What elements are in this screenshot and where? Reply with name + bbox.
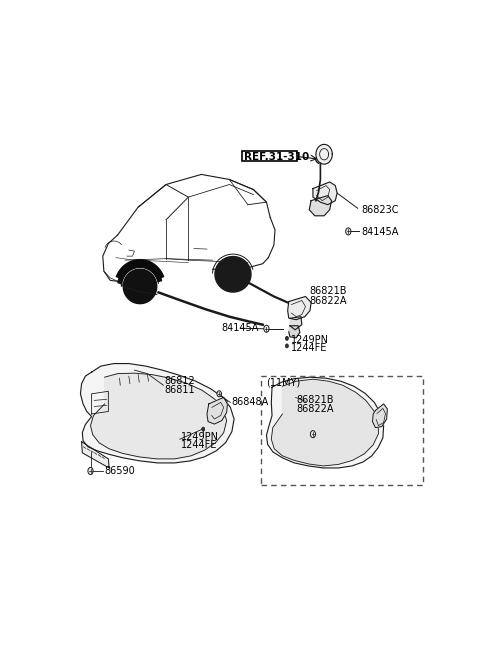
- Polygon shape: [118, 263, 162, 284]
- Polygon shape: [372, 404, 387, 428]
- Polygon shape: [290, 316, 302, 329]
- Polygon shape: [288, 297, 311, 320]
- Bar: [261, 376, 423, 485]
- Text: 86812: 86812: [164, 376, 195, 386]
- Text: 86811: 86811: [164, 384, 195, 395]
- Polygon shape: [215, 257, 251, 292]
- Text: 86821B: 86821B: [296, 396, 334, 405]
- Text: REF.31-310: REF.31-310: [244, 152, 310, 162]
- Polygon shape: [266, 377, 384, 468]
- Polygon shape: [123, 269, 156, 304]
- Polygon shape: [207, 398, 228, 424]
- Polygon shape: [81, 364, 234, 463]
- Text: 86821B: 86821B: [309, 286, 347, 297]
- Circle shape: [202, 427, 204, 431]
- Text: (11MY): (11MY): [266, 377, 300, 387]
- Text: 86848A: 86848A: [231, 398, 268, 407]
- Text: 1249PN: 1249PN: [181, 432, 219, 441]
- Polygon shape: [82, 441, 109, 468]
- Text: 84145A: 84145A: [222, 324, 259, 333]
- Polygon shape: [271, 379, 378, 466]
- Circle shape: [286, 336, 288, 341]
- Polygon shape: [91, 373, 227, 459]
- Circle shape: [311, 430, 315, 438]
- Text: 86590: 86590: [104, 466, 135, 476]
- Circle shape: [217, 391, 221, 397]
- Text: 1244FE: 1244FE: [181, 440, 217, 450]
- Circle shape: [264, 326, 269, 332]
- Text: 84145A: 84145A: [361, 227, 399, 237]
- Polygon shape: [316, 144, 332, 164]
- Text: 86823C: 86823C: [361, 205, 399, 215]
- Polygon shape: [313, 182, 337, 204]
- Circle shape: [88, 468, 93, 474]
- Text: 1244FE: 1244FE: [290, 343, 327, 354]
- Circle shape: [286, 344, 288, 348]
- Text: 86822A: 86822A: [309, 295, 347, 305]
- Polygon shape: [117, 259, 164, 279]
- Polygon shape: [289, 326, 300, 338]
- Circle shape: [346, 228, 351, 235]
- Polygon shape: [309, 196, 332, 215]
- Bar: [242, 151, 297, 161]
- Text: 1249PN: 1249PN: [290, 335, 329, 345]
- Text: 86822A: 86822A: [296, 404, 334, 414]
